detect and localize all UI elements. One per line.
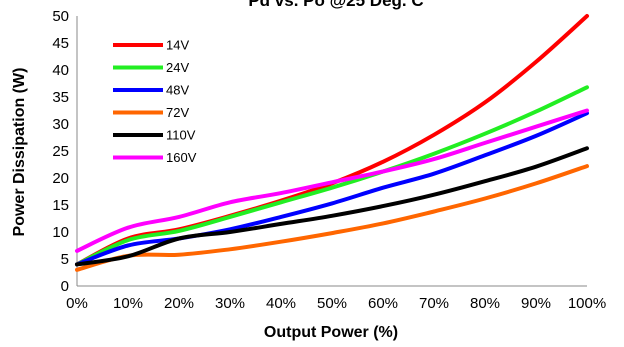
y-tick-label: 45 bbox=[52, 35, 69, 52]
x-tick-label: 90% bbox=[521, 295, 551, 312]
legend: 14V 24V 48V 72V 110V 160V bbox=[113, 38, 197, 165]
x-tick-label: 10% bbox=[113, 295, 143, 312]
series-lines bbox=[75, 14, 589, 272]
x-tick-label: 80% bbox=[470, 295, 500, 312]
x-tick-label: 40% bbox=[266, 295, 296, 312]
series-line-14v bbox=[75, 14, 589, 267]
y-tick-label: 30 bbox=[52, 116, 69, 133]
x-tick-label: 100% bbox=[568, 295, 606, 312]
series-line-72v bbox=[75, 164, 589, 272]
y-tick-label: 35 bbox=[52, 89, 69, 106]
y-tick-label: 5 bbox=[61, 251, 69, 268]
series-line-110v bbox=[75, 146, 589, 267]
x-tick-label: 0% bbox=[66, 295, 88, 312]
chart-title: Pd vs. Po @25 Deg. C bbox=[248, 0, 423, 10]
series-line-160v bbox=[75, 108, 589, 253]
series-line-48v bbox=[75, 111, 589, 267]
legend-label: 24V bbox=[166, 60, 189, 75]
legend-label: 14V bbox=[166, 38, 189, 53]
y-tick-label: 25 bbox=[52, 143, 69, 160]
y-tick-label: 40 bbox=[52, 62, 69, 79]
series-line-24v bbox=[75, 85, 589, 267]
x-axis-title: Output Power (%) bbox=[264, 324, 398, 341]
legend-label: 48V bbox=[166, 83, 189, 98]
legend-label: 110V bbox=[166, 128, 196, 143]
x-tick-labels: 0% 10% 20% 30% 40% 50% 60% 70% 80% 90% 100% bbox=[66, 295, 606, 312]
plot-axes bbox=[76, 16, 587, 287]
y-tick-label: 0 bbox=[61, 278, 69, 295]
legend-label: 160V bbox=[166, 150, 197, 165]
x-tick-label: 20% bbox=[164, 295, 194, 312]
legend-label: 72V bbox=[166, 105, 189, 120]
y-tick-label: 20 bbox=[52, 170, 69, 187]
y-tick-label: 50 bbox=[52, 8, 69, 25]
x-tick-label: 50% bbox=[317, 295, 347, 312]
x-tick-label: 60% bbox=[368, 295, 398, 312]
x-tick-label: 30% bbox=[215, 295, 245, 312]
y-tick-labels: 0 5 10 15 20 25 30 35 40 45 50 bbox=[52, 8, 69, 295]
x-tick-label: 70% bbox=[419, 295, 449, 312]
y-tick-label: 15 bbox=[52, 197, 69, 214]
y-tick-label: 10 bbox=[52, 224, 69, 241]
y-axis-title: Power Dissipation (W) bbox=[11, 68, 28, 237]
